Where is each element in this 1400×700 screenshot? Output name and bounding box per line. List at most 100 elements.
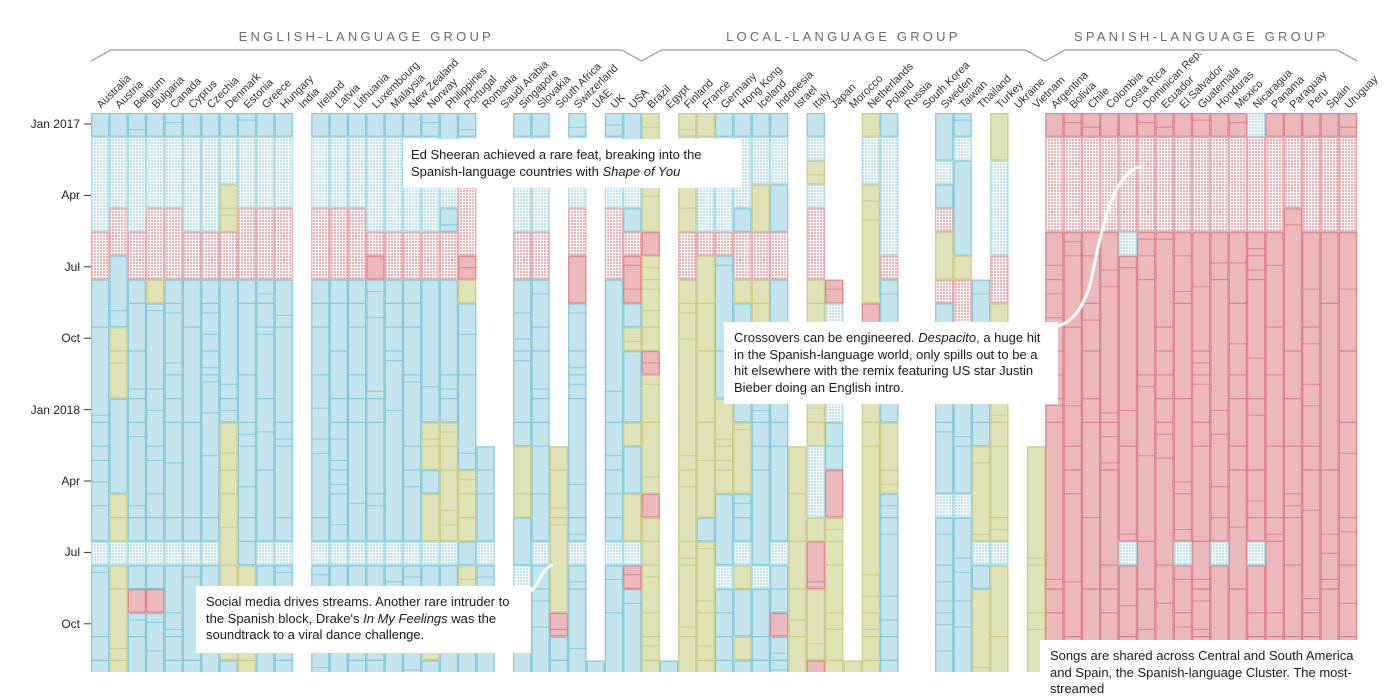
cell-b (513, 279, 532, 447)
cell-h (219, 136, 238, 185)
cell-y (457, 565, 477, 590)
cell-y (696, 255, 715, 518)
cell-b (182, 279, 202, 542)
cell-y (861, 184, 881, 304)
cell-h (90, 541, 110, 566)
cell-r (824, 279, 844, 304)
cell-h (531, 541, 550, 566)
cell-r (127, 588, 147, 613)
cell-r (1136, 231, 1156, 672)
cell-h (274, 541, 293, 566)
cell-p (219, 231, 238, 280)
cell-p (935, 208, 954, 233)
cell-r (1063, 231, 1082, 672)
cell-h (329, 541, 348, 566)
annotation-text: Ed Sheeran achieved a rare feat, breakin… (411, 147, 702, 179)
cell-h (751, 136, 771, 185)
cell-y (457, 279, 477, 304)
cell-h (769, 136, 789, 185)
cell-p (311, 208, 330, 280)
cell-b (880, 493, 899, 672)
cell-b (659, 660, 679, 672)
cell-p (274, 208, 293, 280)
cell-y (935, 231, 954, 280)
y-tick-label: Jul (64, 545, 80, 560)
cell-p (513, 231, 532, 280)
cell-y (880, 422, 899, 494)
group-title: SPANISH-LANGUAGE GROUP (1073, 29, 1329, 44)
cell-b (604, 565, 624, 672)
cell-b (219, 660, 238, 672)
cell-r (1320, 231, 1339, 672)
cell-b (531, 565, 550, 672)
cell-h (861, 136, 881, 185)
cell-h (201, 541, 220, 566)
cell-r (1100, 112, 1119, 137)
cell-r (1283, 208, 1303, 672)
cell-b (806, 112, 826, 137)
cell-h (513, 565, 532, 590)
cell-p (145, 208, 165, 280)
cell-y (109, 565, 128, 672)
cell-h (145, 136, 165, 209)
cell-p (237, 208, 257, 280)
cell-p (182, 231, 202, 280)
cell-r (1191, 112, 1211, 137)
cell-p (1100, 136, 1119, 233)
cell-r (1173, 112, 1193, 137)
cell-b (366, 112, 385, 137)
cell-h (384, 541, 404, 566)
cell-r (1155, 231, 1174, 672)
cell-h (311, 136, 330, 209)
cell-h (145, 541, 165, 566)
cell-r (1210, 112, 1229, 137)
annotation-text-end: , a huge hit in the Spanish-language wor… (734, 330, 1041, 395)
cell-b (127, 112, 147, 137)
cell-p (935, 279, 954, 304)
cell-h (164, 136, 183, 209)
cell-r (1283, 112, 1303, 137)
cell-p (366, 231, 385, 256)
cell-h (935, 160, 954, 185)
cell-h (109, 136, 128, 209)
cell-b (384, 112, 404, 137)
cell-h (806, 136, 826, 161)
cell-y (623, 327, 642, 352)
cell-p (256, 208, 275, 280)
cell-y (421, 493, 440, 542)
cell-b (568, 565, 587, 672)
cell-b (145, 612, 165, 672)
y-tick-label: Jul (64, 259, 80, 274)
cell-h (714, 565, 734, 590)
cell-h (256, 136, 275, 209)
cell-r (1136, 112, 1156, 137)
cell-p (1081, 136, 1101, 233)
country-labels: AustraliaAustriaBelgiumBulgariaCanadaCyp… (95, 47, 1381, 111)
cell-r (1081, 112, 1101, 137)
cell-h (1247, 541, 1266, 566)
cell-b (714, 493, 734, 566)
cell-h (127, 136, 147, 233)
cell-y (733, 279, 752, 304)
cell-y (971, 446, 991, 542)
cell-h (568, 541, 587, 566)
cell-p (623, 231, 642, 256)
cell-h (109, 541, 128, 566)
cell-y (806, 160, 826, 185)
cell-r (1228, 231, 1248, 672)
cell-p (678, 231, 697, 280)
cell-y (641, 374, 660, 494)
cell-h (366, 136, 385, 233)
cell-b (714, 112, 734, 137)
cell-p (1302, 136, 1321, 233)
cell-h (164, 541, 183, 566)
cell-b (109, 398, 128, 494)
y-tick-label: Jan 2018 (30, 402, 80, 417)
cell-h (402, 541, 422, 566)
y-tick-label: Oct (61, 616, 80, 631)
group-brackets (90, 49, 1358, 62)
cell-b (274, 112, 293, 137)
cell-p (953, 279, 972, 328)
cell-h (182, 541, 202, 566)
cell-y (971, 588, 991, 672)
